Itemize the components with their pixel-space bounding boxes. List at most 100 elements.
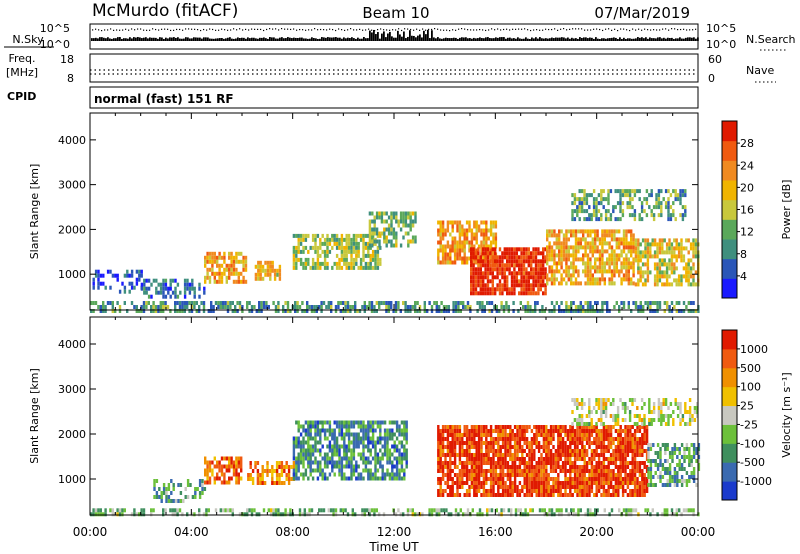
velocity-cell <box>523 437 526 441</box>
velocity-cell <box>167 495 171 499</box>
power-cell <box>595 205 598 210</box>
velocity-cell <box>458 433 462 437</box>
velocity-cell <box>499 481 502 485</box>
power-cell <box>369 245 372 250</box>
nsky-point <box>203 28 205 31</box>
power-cell <box>145 286 148 291</box>
power-cell <box>520 275 523 280</box>
power-cell <box>206 275 209 280</box>
velocity-cell <box>576 469 579 473</box>
velocity-cell <box>250 508 254 513</box>
power-cell <box>404 211 408 216</box>
power-cell <box>586 241 590 246</box>
velocity-cell <box>559 457 562 461</box>
power-cell <box>558 249 561 254</box>
velocity-cell <box>338 420 341 425</box>
velocity-cell <box>542 445 546 449</box>
power-cell <box>304 245 308 250</box>
velocity-cell <box>477 469 481 473</box>
power-cell <box>601 241 604 246</box>
power-cell <box>347 261 351 266</box>
nsky-point <box>146 29 148 31</box>
velocity-cell <box>164 508 167 513</box>
power-cell <box>259 268 262 273</box>
power-cell <box>520 251 523 256</box>
velocity-cell <box>499 453 502 457</box>
velocity-cell <box>583 461 586 465</box>
velocity-cell <box>500 512 503 517</box>
velocity-cell <box>290 477 293 481</box>
nsky-point <box>509 29 511 31</box>
power-cell <box>615 253 618 258</box>
velocity-cell <box>346 512 350 517</box>
power-cell <box>470 236 474 241</box>
power-cell <box>278 268 282 273</box>
velocity-cell <box>475 461 478 465</box>
power-cell <box>364 245 368 250</box>
velocity-cell <box>461 433 464 437</box>
velocity-cell <box>362 444 365 449</box>
velocity-cell <box>482 441 486 445</box>
velocity-cell <box>521 433 524 437</box>
velocity-cell <box>226 508 230 513</box>
nsearch-bar <box>275 38 277 41</box>
power-cell <box>326 237 329 242</box>
power-cell <box>681 217 685 222</box>
power-cell <box>414 215 417 220</box>
power-cell <box>641 262 645 267</box>
velocity-cell <box>499 477 502 481</box>
velocity-cell <box>334 512 338 517</box>
power-cell <box>537 287 540 292</box>
velocity-cell <box>355 464 358 469</box>
velocity-cell <box>528 461 531 465</box>
velocity-cell <box>170 491 173 495</box>
power-cell <box>628 205 632 210</box>
power-cell <box>590 213 593 218</box>
velocity-cell <box>470 477 474 481</box>
power-cell <box>597 217 601 222</box>
velocity-cell <box>225 464 228 469</box>
power-cell <box>694 254 698 259</box>
velocity-cell <box>576 449 579 453</box>
power-cell <box>553 281 556 286</box>
power-cell <box>591 265 594 270</box>
power-cell <box>278 272 282 277</box>
power-cell <box>680 246 683 251</box>
velocity-cell <box>488 508 491 513</box>
power-cell <box>641 250 645 255</box>
nsearch-tick-bottom: 10^0 <box>706 38 736 51</box>
nsky-point <box>317 29 319 31</box>
velocity-cell <box>266 461 269 465</box>
power-cell <box>318 305 321 309</box>
velocity-cell <box>492 453 495 457</box>
velocity-cell <box>222 508 225 513</box>
nsky-point <box>323 29 325 31</box>
power-cell <box>571 193 574 198</box>
power-cell <box>685 270 688 275</box>
velocity-cell <box>501 485 505 489</box>
power-cell <box>667 213 670 218</box>
velocity-cell <box>333 432 336 437</box>
power-cell <box>380 231 384 236</box>
velocity-cell <box>509 477 512 481</box>
power-cell <box>470 251 473 256</box>
power-cell <box>355 237 358 242</box>
power-cell <box>423 301 426 305</box>
nsearch-bar <box>697 37 699 41</box>
power-cell <box>663 250 666 255</box>
power-cell <box>630 281 633 286</box>
velocity-cell <box>158 495 161 499</box>
velocity-cell <box>523 433 526 437</box>
velocity-cell <box>501 441 505 445</box>
velocity-cell <box>211 468 214 473</box>
power-cell <box>612 205 615 210</box>
power-cell <box>486 287 490 292</box>
power-cell <box>470 255 473 260</box>
velocity-cell <box>170 479 173 483</box>
nsearch-bar <box>349 38 351 41</box>
nsearch-bar <box>577 38 579 41</box>
power-cell <box>486 301 489 305</box>
velocity-cell <box>367 476 370 481</box>
velocity-cell <box>678 508 681 513</box>
